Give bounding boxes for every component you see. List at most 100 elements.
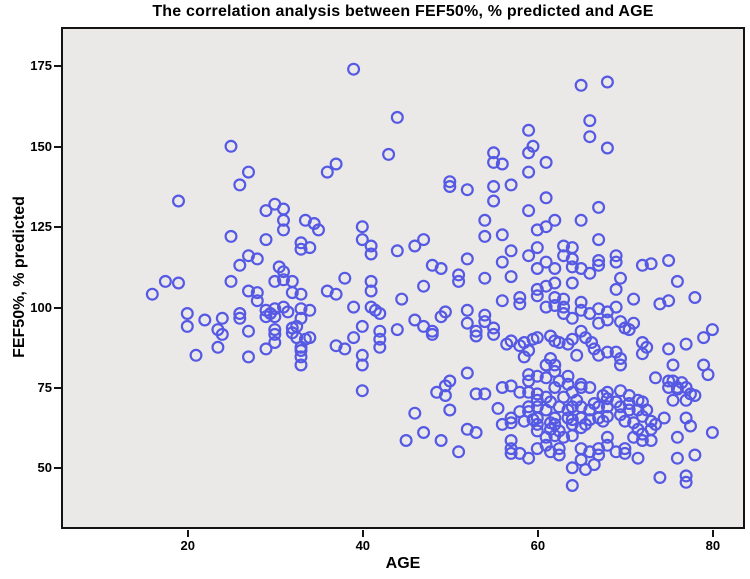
data-point (294, 242, 308, 256)
data-point (487, 194, 501, 208)
data-point (565, 311, 579, 325)
data-point (355, 233, 369, 247)
data-point (613, 358, 627, 372)
data-point (635, 258, 649, 272)
data-point (452, 445, 466, 459)
data-point (565, 276, 579, 290)
data-point (277, 273, 291, 287)
data-point (539, 191, 553, 205)
data-point (609, 300, 623, 314)
data-point (425, 327, 439, 341)
data-point (618, 446, 632, 460)
data-point (259, 342, 273, 356)
data-point (460, 303, 474, 317)
data-point (495, 157, 509, 171)
data-point (495, 228, 509, 242)
data-point (683, 419, 697, 433)
data-point (679, 337, 693, 351)
y-tick-mark (54, 145, 61, 148)
data-point (600, 385, 614, 399)
data-point (145, 287, 159, 301)
data-point (180, 307, 194, 321)
data-point (504, 178, 518, 192)
x-tick-label: 80 (705, 538, 721, 553)
data-point (268, 336, 282, 350)
data-point (434, 310, 448, 324)
data-point (180, 319, 194, 333)
data-point (495, 417, 509, 431)
data-point (557, 292, 571, 306)
data-point (233, 307, 247, 321)
data-point (705, 426, 719, 440)
data-point (679, 475, 693, 489)
data-point (618, 442, 632, 456)
data-point (224, 229, 238, 243)
data-point (329, 157, 343, 171)
data-point (592, 200, 606, 214)
data-point (443, 403, 457, 417)
data-point (268, 302, 282, 316)
data-point (452, 274, 466, 288)
data-point (587, 397, 601, 411)
data-point (242, 350, 256, 364)
data-point (522, 249, 536, 263)
data-point (517, 350, 531, 364)
y-tick-mark (54, 386, 61, 389)
data-point (347, 62, 361, 76)
data-point (487, 180, 501, 194)
data-point (347, 300, 361, 314)
data-point (522, 165, 536, 179)
data-point (364, 274, 378, 288)
data-point (355, 220, 369, 234)
data-point (460, 316, 474, 330)
data-point (268, 310, 282, 324)
data-point (600, 430, 614, 444)
data-point (587, 458, 601, 472)
data-point (355, 384, 369, 398)
data-point (530, 262, 544, 276)
data-point (443, 180, 457, 194)
data-point (408, 239, 422, 253)
data-point (522, 204, 536, 218)
data-point (548, 364, 562, 378)
data-point (635, 434, 649, 448)
data-point (522, 146, 536, 160)
data-point (233, 258, 247, 272)
data-point (495, 255, 509, 269)
data-point (530, 223, 544, 237)
data-point (548, 299, 562, 313)
data-point (171, 194, 185, 208)
data-point (382, 147, 396, 161)
data-point (530, 289, 544, 303)
data-point (570, 348, 584, 362)
data-point (592, 316, 606, 330)
data-point (530, 241, 544, 255)
x-tick-mark (536, 530, 539, 537)
data-point (565, 332, 579, 346)
data-point (500, 337, 514, 351)
data-point (285, 286, 299, 300)
data-point (469, 387, 483, 401)
data-point (373, 340, 387, 354)
data-point (592, 302, 606, 316)
data-point (530, 417, 544, 431)
data-point (198, 313, 212, 327)
data-point (390, 323, 404, 337)
data-point (705, 323, 719, 337)
data-point (539, 371, 553, 385)
data-point (627, 416, 641, 430)
data-point (662, 381, 676, 395)
y-tick-mark (54, 226, 61, 229)
data-point (583, 381, 597, 395)
data-point (491, 401, 505, 415)
data-point (522, 451, 536, 465)
data-point (583, 413, 597, 427)
data-point (561, 369, 575, 383)
data-point (268, 323, 282, 337)
data-point (513, 291, 527, 305)
data-point (548, 262, 562, 276)
data-point (250, 294, 264, 308)
data-point (609, 255, 623, 269)
data-point (548, 213, 562, 227)
